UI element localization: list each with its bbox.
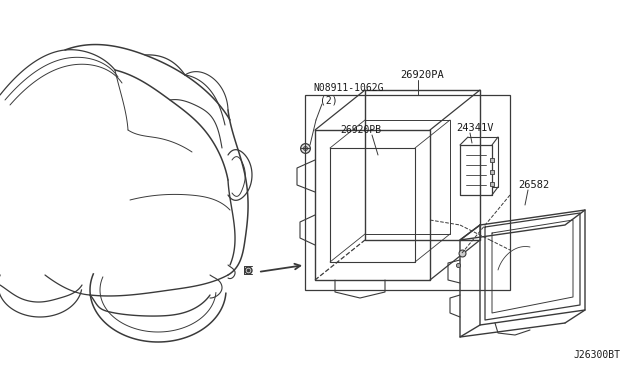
Text: 24341V: 24341V: [456, 123, 493, 133]
Text: 26582: 26582: [518, 180, 549, 190]
Bar: [305, 95, 510, 290]
Text: N08911-1062G: N08911-1062G: [313, 83, 383, 93]
Text: J26300BT: J26300BT: [573, 350, 620, 360]
Text: (2): (2): [320, 95, 338, 105]
Text: 26920PB: 26920PB: [340, 125, 381, 135]
Text: 26920PA: 26920PA: [400, 70, 444, 80]
